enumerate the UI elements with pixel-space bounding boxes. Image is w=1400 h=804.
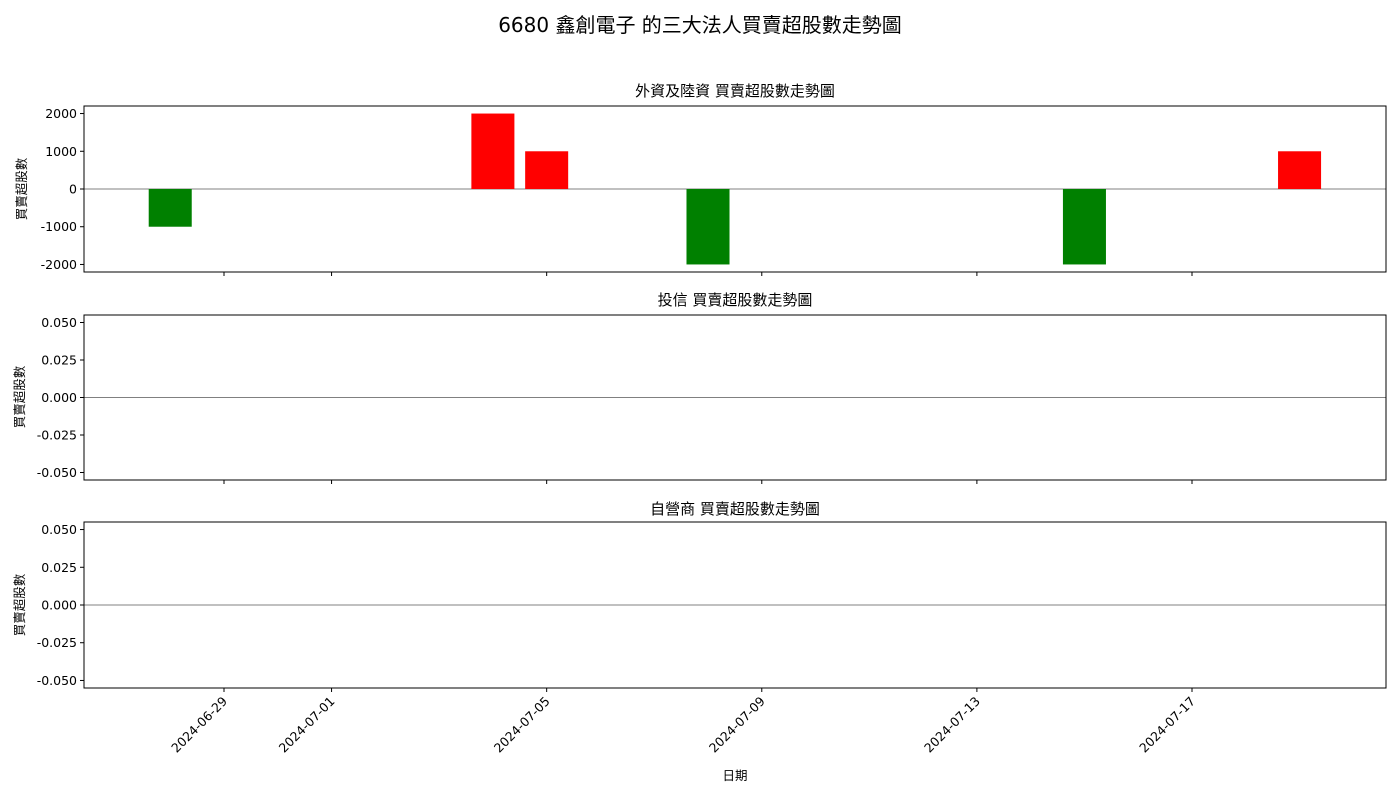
- bar: [148, 189, 192, 227]
- y-tick-label: 0: [69, 182, 77, 197]
- x-tick-label: 2024-06-29: [168, 693, 230, 755]
- y-tick-label: -1000: [41, 219, 77, 234]
- y-tick-label: 0.000: [41, 390, 77, 405]
- y-tick-label: -0.050: [37, 465, 77, 480]
- subplot-title: 外資及陸資 買賣超股數走勢圖: [635, 82, 835, 100]
- x-tick-label: 2024-07-17: [1136, 694, 1198, 756]
- y-tick-label: -0.025: [37, 635, 77, 650]
- y-tick-label: -2000: [41, 257, 77, 272]
- x-tick-label: 2024-07-01: [276, 694, 338, 756]
- bar: [686, 189, 730, 265]
- subplot-title: 投信 買賣超股數走勢圖: [658, 291, 813, 309]
- axes-frame: [83, 314, 1387, 481]
- axes-frame: [83, 521, 1387, 689]
- y-tick-label: 0.000: [41, 598, 77, 613]
- subplot-title: 自營商 買賣超股數走勢圖: [650, 500, 820, 518]
- y-tick-label: 0.050: [41, 522, 77, 537]
- y-axis-label: 買賣超股數: [12, 365, 27, 428]
- axes-frame: [83, 105, 1387, 273]
- y-tick-label: 2000: [45, 106, 77, 121]
- bar: [1278, 151, 1322, 189]
- figure-title: 6680 鑫創電子 的三大法人買賣超股數走勢圖: [498, 13, 902, 37]
- x-tick-label: 2024-07-05: [491, 694, 553, 756]
- y-tick-label: -0.050: [37, 673, 77, 688]
- bar: [471, 113, 515, 189]
- subplot-foreign-investors: 外資及陸資 買賣超股數走勢圖 買賣超股數 2000 1000 0 -1000 -2000: [14, 82, 1387, 276]
- y-axis-label: 買賣超股數: [14, 157, 29, 220]
- y-tick-label: 0.025: [41, 353, 77, 368]
- y-tick-label: -0.025: [37, 428, 77, 443]
- subplot-investment-trust: 投信 買賣超股數走勢圖 買賣超股數 0.050 0.025 0.000 -0.025 -…: [12, 291, 1387, 484]
- x-tick-label: 2024-07-09: [706, 693, 768, 755]
- subplot-dealers: 自營商 買賣超股數走勢圖 買賣超股數 0.050 0.025 0.000 -0.025…: [12, 500, 1387, 756]
- y-axis-label: 買賣超股數: [12, 573, 27, 636]
- x-axis-label: 日期: [722, 768, 747, 783]
- y-tick-label: 1000: [45, 144, 77, 159]
- y-tick-label: 0.025: [41, 560, 77, 575]
- bar: [525, 151, 569, 189]
- bar: [1062, 189, 1106, 265]
- y-tick-label: 0.050: [41, 315, 77, 330]
- x-tick-label: 2024-07-13: [921, 694, 983, 756]
